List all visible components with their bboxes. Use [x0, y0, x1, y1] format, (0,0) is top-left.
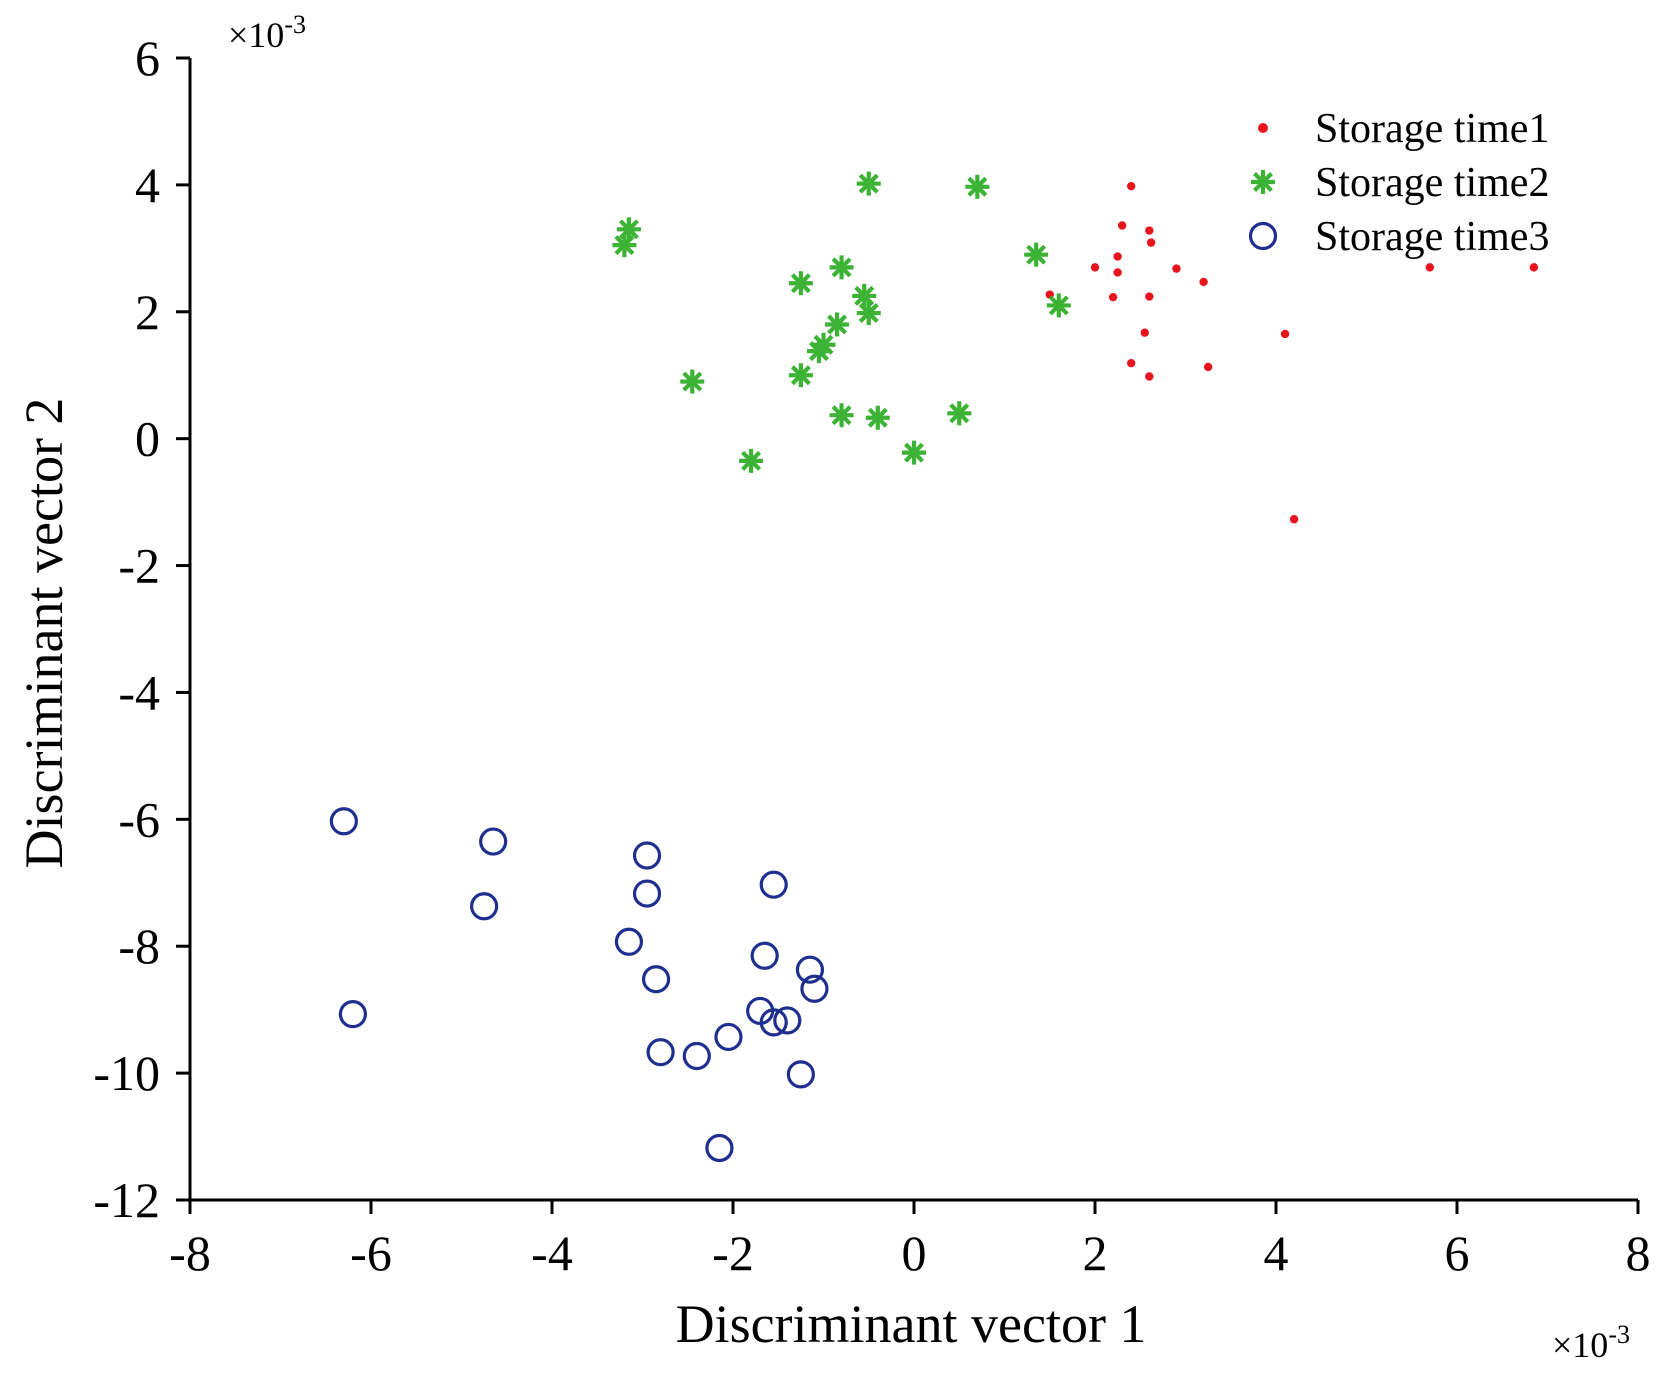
data-point — [632, 841, 662, 870]
y-axis-title: Discriminant vector 2 — [14, 398, 74, 869]
data-point — [759, 1008, 788, 1037]
legend-item-2: Storage time2 — [1251, 160, 1549, 206]
y-tick-label: -8 — [118, 918, 160, 974]
legend-item-3: Storage time3 — [1248, 214, 1549, 260]
y-axis-exponent: ×10-3 — [228, 10, 306, 55]
data-point — [852, 283, 877, 308]
legend-item-1: Storage time1 — [1258, 106, 1549, 152]
data-point — [806, 339, 831, 364]
y-tick-label: -12 — [93, 1172, 160, 1228]
x-axis-title: Discriminant vector 1 — [676, 1294, 1147, 1354]
series-2 — [612, 171, 1071, 473]
data-point — [1145, 226, 1154, 235]
data-point — [786, 1060, 815, 1089]
data-point — [682, 1041, 711, 1071]
x-tick-label: -4 — [531, 1225, 573, 1281]
data-point — [1140, 328, 1149, 337]
data-point — [641, 965, 671, 994]
data-point — [1090, 263, 1100, 272]
data-point — [1046, 293, 1071, 318]
y-tick-label: -10 — [93, 1045, 160, 1101]
data-point — [1199, 277, 1208, 287]
data-point — [750, 941, 779, 970]
data-point — [829, 255, 854, 280]
legend-label: Storage time2 — [1315, 160, 1549, 206]
legend-label: Storage time3 — [1315, 214, 1549, 260]
data-point — [1127, 181, 1136, 191]
data-point — [788, 363, 813, 388]
data-point — [338, 1000, 367, 1029]
x-axis-exponent: ×10-3 — [1552, 1320, 1630, 1365]
legend-marker — [1248, 221, 1278, 251]
data-point — [705, 1133, 734, 1163]
data-point — [632, 879, 662, 908]
data-point — [1145, 292, 1154, 301]
x-tick-label: -6 — [350, 1225, 392, 1281]
data-point — [856, 171, 881, 196]
data-point — [856, 301, 881, 326]
data-point — [1203, 362, 1213, 372]
data-points — [329, 171, 1539, 1163]
data-point — [865, 405, 890, 430]
legend-label: Storage time1 — [1315, 106, 1549, 152]
data-point — [1529, 263, 1539, 272]
x-tick-label: -2 — [712, 1225, 754, 1281]
legend-marker — [1258, 123, 1268, 133]
data-point — [614, 927, 644, 956]
data-point — [1289, 515, 1299, 524]
data-point — [1127, 358, 1136, 368]
data-point — [1172, 264, 1181, 273]
data-point — [825, 312, 850, 337]
y-tick-label: -4 — [118, 664, 160, 720]
data-point — [947, 401, 972, 426]
data-point — [680, 369, 705, 394]
data-point — [1425, 263, 1435, 272]
data-point — [1024, 242, 1049, 267]
series-3 — [329, 807, 829, 1163]
y-tick-label: 4 — [135, 157, 160, 213]
data-point — [759, 870, 788, 899]
data-point — [773, 1006, 802, 1035]
data-point — [829, 403, 854, 428]
y-tick-label: -6 — [118, 791, 160, 847]
y-tick-label: 6 — [135, 30, 160, 86]
x-tick-label: 4 — [1264, 1225, 1289, 1281]
data-point — [479, 827, 508, 856]
data-point — [902, 440, 926, 465]
data-point — [1145, 372, 1154, 381]
x-tick-label: -8 — [169, 1225, 211, 1281]
data-point — [612, 233, 637, 258]
x-tick-label: 6 — [1445, 1225, 1470, 1281]
data-point — [1146, 238, 1156, 247]
legend: Storage time1 Storage time2 Storage time3 — [1248, 106, 1549, 260]
data-point — [739, 448, 764, 473]
y-tick-label: 2 — [135, 284, 160, 340]
data-point — [800, 974, 829, 1003]
y-tick-label: 0 — [135, 411, 160, 467]
x-tick-label: 8 — [1626, 1225, 1651, 1281]
y-tick-label: -2 — [118, 538, 160, 594]
data-point — [1117, 221, 1127, 230]
data-point — [788, 271, 813, 296]
data-point — [646, 1038, 675, 1067]
legend-marker — [1251, 170, 1275, 194]
x-tick-label: 2 — [1083, 1225, 1108, 1281]
data-point — [965, 174, 990, 199]
data-point — [795, 955, 825, 984]
data-point — [1108, 292, 1118, 302]
y-ticks: -12 -10 -8 -6 -4 -2 0 2 4 6 — [93, 30, 190, 1228]
data-point — [329, 807, 358, 836]
data-point — [1113, 268, 1122, 277]
data-point — [1113, 252, 1122, 261]
data-point — [714, 1022, 743, 1052]
data-point — [1280, 329, 1290, 339]
x-ticks: -8 -6 -4 -2 0 2 4 6 8 — [169, 1200, 1651, 1281]
x-tick-label: 0 — [902, 1225, 927, 1281]
data-point — [470, 892, 499, 921]
series-1 — [1045, 181, 1539, 524]
